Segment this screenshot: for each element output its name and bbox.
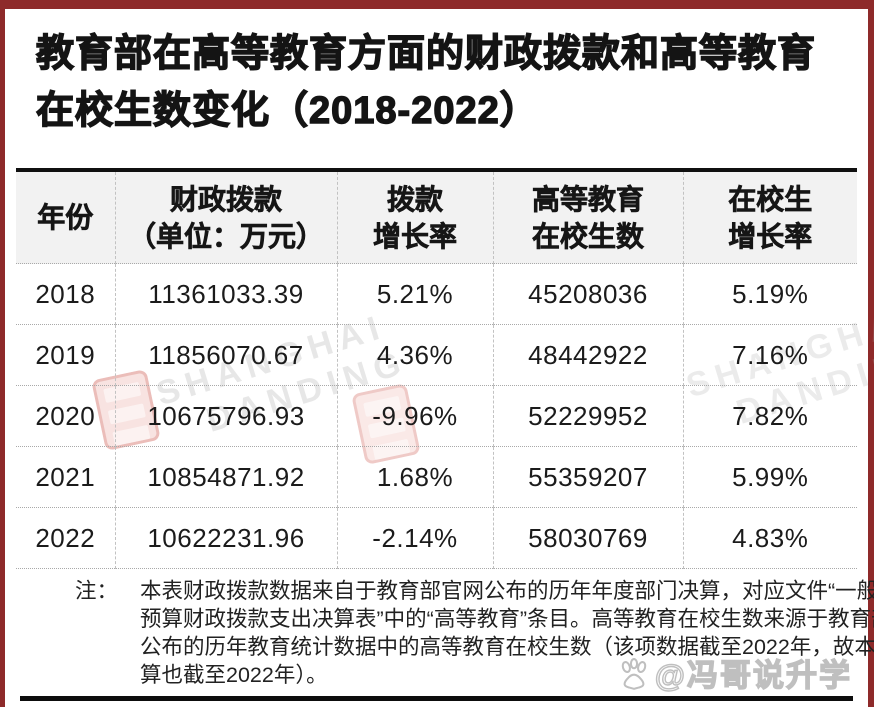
cell-enrollment: 45208036 xyxy=(493,263,684,325)
cell-enrollment: 55359207 xyxy=(493,446,684,508)
page-title: 教育部在高等教育方面的财政拨款和高等教育 在校生数变化（2018-2022） xyxy=(35,26,846,140)
author-handle-text: @冯哥说升学 xyxy=(654,657,852,693)
col-header-enrollment: 高等教育 在校生数 xyxy=(493,170,684,264)
frame-right-red-bar xyxy=(868,0,874,707)
col-header-year: 年份 xyxy=(16,170,116,264)
cell-enrollment: 48442922 xyxy=(493,324,684,386)
footnote-label: 注： xyxy=(75,579,119,603)
cell-enrollment: 52229952 xyxy=(493,385,684,447)
cell-enrollment-growth: 5.19% xyxy=(683,263,857,325)
cell-funding: 11856070.67 xyxy=(115,324,338,386)
cell-funding-growth: 4.36% xyxy=(337,324,494,386)
table-header-row: 年份 财政拨款 （单位：万元） 拨款 增长率 高等教育 在校生数 在校生 增长率 xyxy=(16,170,857,264)
data-table-container: 年份 财政拨款 （单位：万元） 拨款 增长率 高等教育 在校生数 在校生 增长率 201… xyxy=(16,168,857,569)
footnote-line: 预算财政拨款支出决算表”中的“高等教育”条目。高等教育在校生数来源于教育部官网 xyxy=(140,607,874,631)
cell-enrollment-growth: 4.83% xyxy=(683,507,857,569)
funding-enrollment-table: 年份 财政拨款 （单位：万元） 拨款 增长率 高等教育 在校生数 在校生 增长率 201… xyxy=(16,168,857,569)
table-row: 2018 11361033.39 5.21% 45208036 5.19% xyxy=(16,263,857,325)
cell-enrollment-growth: 7.16% xyxy=(683,324,857,386)
baidu-paw-icon xyxy=(621,657,647,690)
frame-top-red-bar xyxy=(0,0,874,9)
cell-year: 2019 xyxy=(16,324,116,386)
cell-funding-growth: 1.68% xyxy=(337,446,494,508)
cell-funding: 11361033.39 xyxy=(115,263,338,325)
table-row: 2020 10675796.93 -9.96% 52229952 7.82% xyxy=(16,385,857,447)
cell-year: 2020 xyxy=(16,385,116,447)
footnote-line: 算也截至2022年）。 xyxy=(140,663,328,687)
cell-year: 2018 xyxy=(16,263,116,325)
cell-funding: 10675796.93 xyxy=(115,385,338,447)
table-row: 2019 11856070.67 4.36% 48442922 7.16% xyxy=(16,324,857,386)
cell-enrollment-growth: 5.99% xyxy=(683,446,857,508)
cell-funding-growth: -9.96% xyxy=(337,385,494,447)
bottom-divider-rule xyxy=(20,696,853,701)
col-header-funding: 财政拨款 （单位：万元） xyxy=(115,170,338,264)
cell-year: 2022 xyxy=(16,507,116,569)
cell-enrollment-growth: 7.82% xyxy=(683,385,857,447)
cell-funding: 10622231.96 xyxy=(115,507,338,569)
footnote-line: 公布的历年教育统计数据中的高等教育在校生数（该项数据截至2022年，故本表计 xyxy=(140,635,874,659)
table-row: 2022 10622231.96 -2.14% 58030769 4.83% xyxy=(16,507,857,569)
cell-enrollment: 58030769 xyxy=(493,507,684,569)
table-row: 2021 10854871.92 1.68% 55359207 5.99% xyxy=(16,446,857,508)
page-title-line1: 教育部在高等教育方面的财政拨款和高等教育 xyxy=(35,32,817,75)
footnote: 注： 本表财政拨款数据来自于教育部官网公布的历年年度部门决算，对应文件“一般公共 … xyxy=(75,577,874,689)
col-header-enrollment-growth: 在校生 增长率 xyxy=(683,170,857,264)
footnote-line: 本表财政拨款数据来自于教育部官网公布的历年年度部门决算，对应文件“一般公共 xyxy=(140,579,874,603)
col-header-funding-growth: 拨款 增长率 xyxy=(337,170,494,264)
frame-left-red-bar xyxy=(0,0,5,707)
cell-funding: 10854871.92 xyxy=(115,446,338,508)
cell-year: 2021 xyxy=(16,446,116,508)
cell-funding-growth: -2.14% xyxy=(337,507,494,569)
page-title-line2: 在校生数变化（2018-2022） xyxy=(35,89,539,132)
author-watermark: @冯哥说升学 xyxy=(617,650,852,695)
cell-funding-growth: 5.21% xyxy=(337,263,494,325)
